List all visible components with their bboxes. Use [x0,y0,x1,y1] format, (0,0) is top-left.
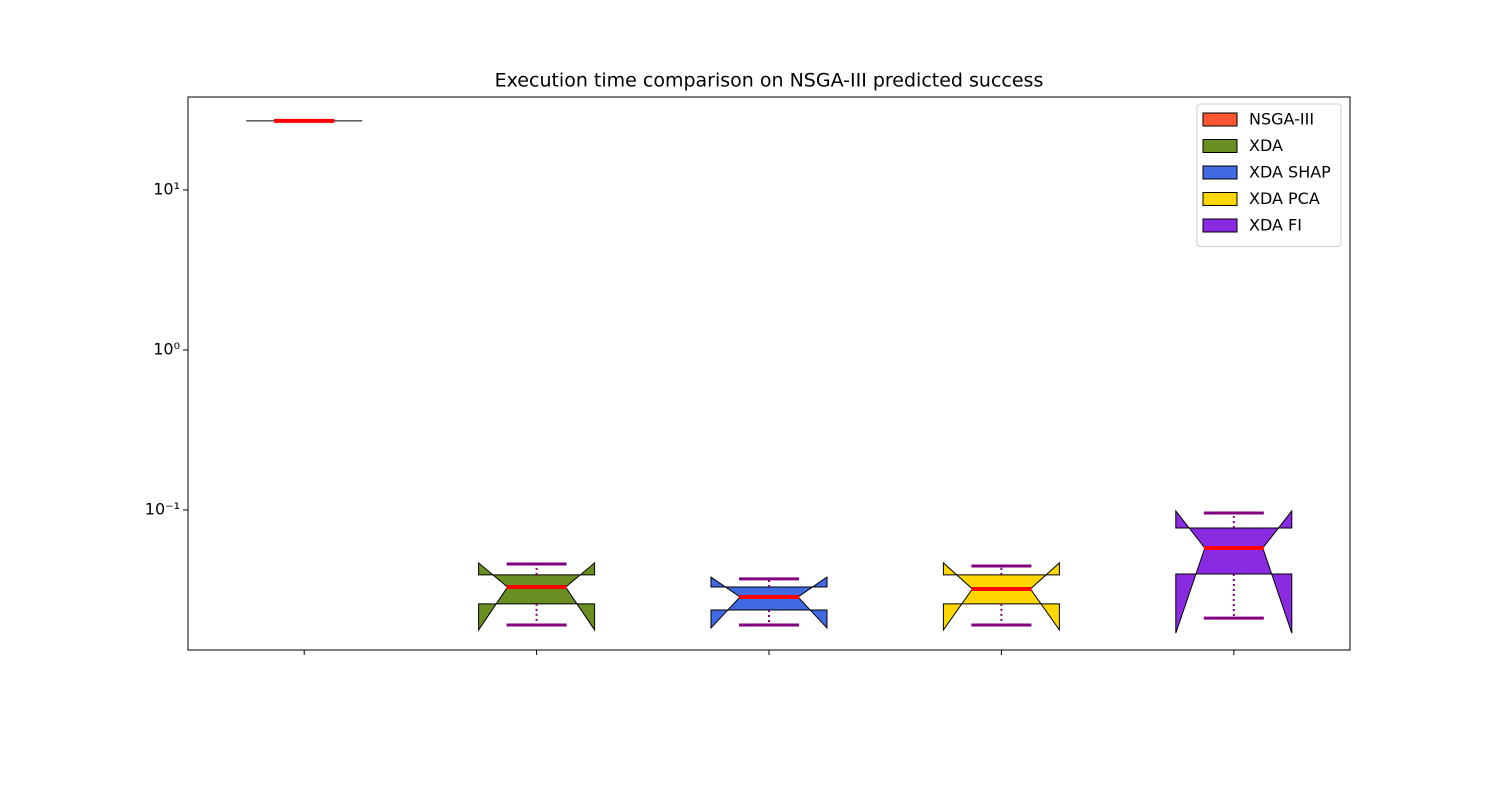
box [478,561,596,632]
legend-swatch [1202,139,1238,153]
legend-label: XDA [1249,136,1283,155]
legend-label: NSGA-III [1249,110,1314,129]
y-tick-label: 10⁰ [153,339,180,358]
legend-swatch [1202,218,1238,233]
legend-swatch [1202,165,1238,180]
plot-frame [187,96,1351,651]
box [710,576,828,630]
legend-label: XDA SHAP [1249,163,1331,182]
legend-label: XDA FI [1249,216,1302,235]
y-tick-label: 10⁻¹ [145,500,180,519]
chart-title: Execution time comparison on NSGA-III pr… [495,70,1044,92]
box [1175,509,1293,634]
legend-swatch [1202,112,1238,127]
legend-swatch [1202,192,1238,206]
legend: NSGA-III XDA XDA SHAP XDA PCA XDA FI [1196,103,1342,247]
box [942,561,1060,632]
y-tick-label: 10¹ [153,179,180,198]
legend-label: XDA PCA [1249,189,1320,208]
